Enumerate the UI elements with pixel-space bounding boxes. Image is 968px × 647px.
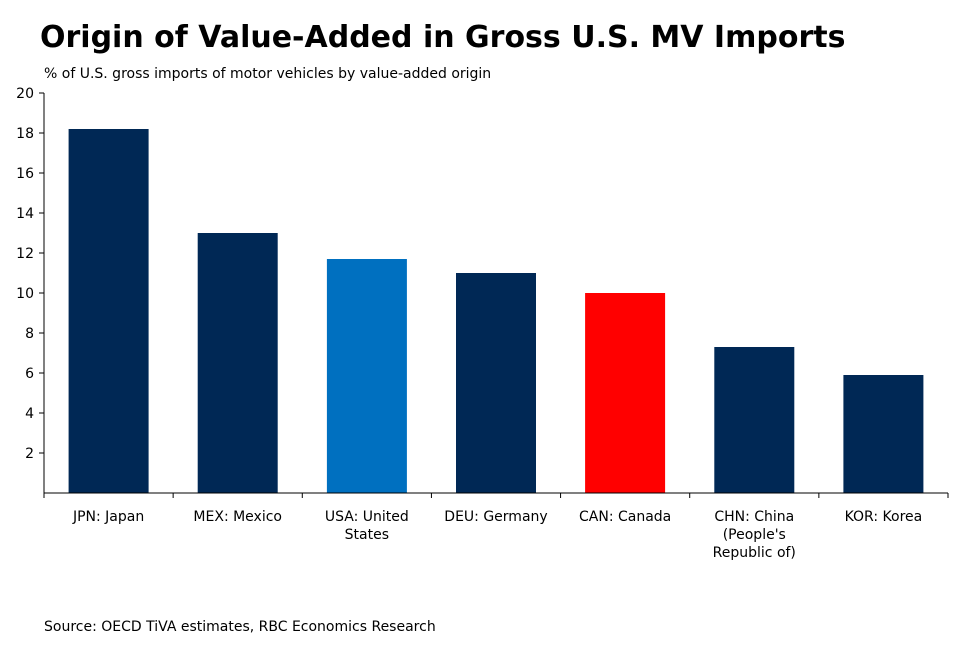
y-tick-label: 8: [25, 326, 34, 342]
y-tick-label: 6: [25, 366, 34, 382]
y-tick-label: 2: [25, 446, 34, 462]
y-tick-label: 20: [16, 86, 34, 102]
bar: [456, 273, 536, 493]
bar: [197, 233, 278, 493]
x-category-label: DEU: Germany: [444, 509, 547, 525]
bar: [843, 375, 924, 493]
x-category-label: USA: United States: [325, 509, 409, 543]
chart-title: Origin of Value-Added in Gross U.S. MV I…: [40, 20, 846, 55]
x-category-label: MEX: Mexico: [193, 509, 282, 525]
y-tick-label: 12: [16, 246, 34, 262]
bar: [714, 347, 795, 493]
x-category-label: CAN: Canada: [579, 509, 671, 525]
y-tick-label: 10: [16, 286, 34, 302]
source-note: Source: OECD TiVA estimates, RBC Economi…: [44, 619, 436, 635]
bar: [585, 293, 666, 493]
x-category-label: CHN: China (People's Republic of): [713, 509, 796, 561]
y-tick-label: 4: [25, 406, 34, 422]
y-tick-label: 18: [16, 126, 34, 142]
y-tick-label: 16: [16, 166, 34, 182]
chart-subtitle: % of U.S. gross imports of motor vehicle…: [44, 66, 492, 82]
bar: [326, 259, 407, 493]
x-category-label: JPN: Japan: [72, 509, 144, 525]
bar: [68, 129, 149, 493]
x-category-label: KOR: Korea: [845, 509, 923, 525]
y-tick-label: 14: [16, 206, 34, 222]
